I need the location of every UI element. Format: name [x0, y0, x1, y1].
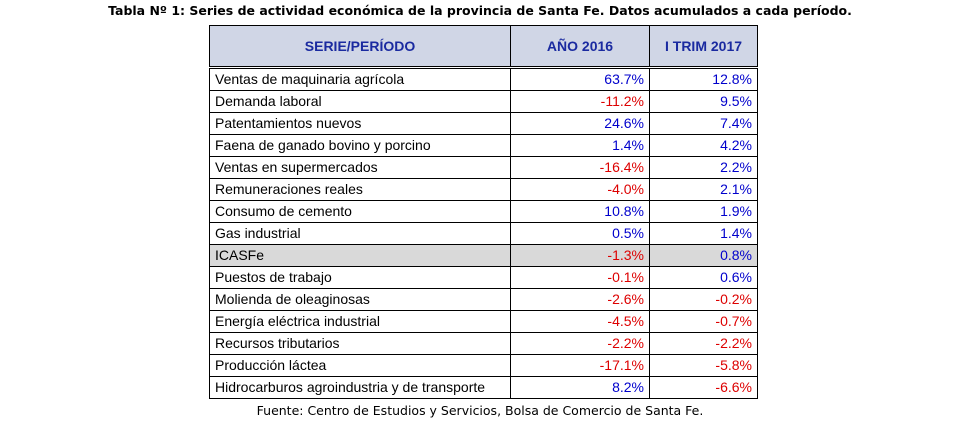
table-row: Puestos de trabajo -0.1% 0.6% [209, 266, 758, 289]
table-row: Energía eléctrica industrial -4.5% -0.7% [209, 310, 758, 333]
value-q1-2017-cell: -0.7% [649, 310, 758, 333]
value-2016-cell: -17.1% [510, 354, 650, 377]
value-q1-2017-cell: 1.4% [649, 222, 758, 245]
series-name-cell: Patentamientos nuevos [209, 112, 511, 135]
value-q1-2017-cell: 12.8% [649, 67, 758, 91]
value-2016-cell: -0.1% [510, 266, 650, 289]
source-note: Fuente: Centro de Estudios y Servicios, … [256, 403, 704, 418]
value-q1-2017-cell: 2.2% [649, 156, 758, 179]
value-q1-2017-cell: -6.6% [649, 376, 758, 399]
value-2016-cell: -1.3% [510, 244, 650, 267]
value-q1-2017-cell: 9.5% [649, 90, 758, 113]
value-2016-cell: 8.2% [510, 376, 650, 399]
value-2016-cell: 63.7% [510, 67, 650, 91]
series-name-cell: Energía eléctrica industrial [209, 310, 511, 333]
table-row: ICASFe -1.3% 0.8% [209, 244, 758, 267]
series-name-cell: Hidrocarburos agroindustria y de transpo… [209, 376, 511, 399]
table-row: Faena de ganado bovino y porcino 1.4% 4.2% [209, 134, 758, 157]
series-name-cell: Molienda de oleaginosas [209, 288, 511, 311]
table-row: Producción láctea -17.1% -5.8% [209, 354, 758, 377]
table-row: Molienda de oleaginosas -2.6% -0.2% [209, 288, 758, 311]
table-caption: Tabla Nº 1: Series de actividad económic… [108, 3, 852, 18]
value-q1-2017-cell: 7.4% [649, 112, 758, 135]
table-row: Ventas de maquinaria agrícola 63.7% 12.8% [209, 67, 758, 91]
value-2016-cell: 10.8% [510, 200, 650, 223]
value-2016-cell: 0.5% [510, 222, 650, 245]
column-header-year-2016: AÑO 2016 [510, 25, 650, 68]
value-2016-cell: 24.6% [510, 112, 650, 135]
activity-series-table: SERIE/PERÍODO AÑO 2016 I TRIM 2017 Venta… [209, 25, 758, 399]
value-2016-cell: -11.2% [510, 90, 650, 113]
series-name-cell: Remuneraciones reales [209, 178, 511, 201]
table-header-row: SERIE/PERÍODO AÑO 2016 I TRIM 2017 [209, 25, 758, 68]
value-q1-2017-cell: 0.6% [649, 266, 758, 289]
value-q1-2017-cell: -0.2% [649, 288, 758, 311]
value-q1-2017-cell: 4.2% [649, 134, 758, 157]
table-row: Consumo de cemento 10.8% 1.9% [209, 200, 758, 223]
table-row: Remuneraciones reales -4.0% 2.1% [209, 178, 758, 201]
value-q1-2017-cell: 2.1% [649, 178, 758, 201]
table-row: Ventas en supermercados -16.4% 2.2% [209, 156, 758, 179]
value-2016-cell: -4.0% [510, 178, 650, 201]
column-header-q1-2017: I TRIM 2017 [649, 25, 758, 68]
value-2016-cell: -16.4% [510, 156, 650, 179]
series-name-cell: Puestos de trabajo [209, 266, 511, 289]
series-name-cell: Ventas de maquinaria agrícola [209, 67, 511, 91]
column-header-series: SERIE/PERÍODO [209, 25, 511, 68]
table-row: Patentamientos nuevos 24.6% 7.4% [209, 112, 758, 135]
series-name-cell: Consumo de cemento [209, 200, 511, 223]
series-name-cell: ICASFe [209, 244, 511, 267]
value-q1-2017-cell: 0.8% [649, 244, 758, 267]
value-q1-2017-cell: 1.9% [649, 200, 758, 223]
value-2016-cell: 1.4% [510, 134, 650, 157]
table-row: Hidrocarburos agroindustria y de transpo… [209, 376, 758, 399]
series-name-cell: Producción láctea [209, 354, 511, 377]
table-row: Gas industrial 0.5% 1.4% [209, 222, 758, 245]
value-q1-2017-cell: -2.2% [649, 332, 758, 355]
value-2016-cell: -4.5% [510, 310, 650, 333]
table-body: Ventas de maquinaria agrícola 63.7% 12.8% D… [209, 67, 758, 399]
series-name-cell: Recursos tributarios [209, 332, 511, 355]
series-name-cell: Ventas en supermercados [209, 156, 511, 179]
series-name-cell: Gas industrial [209, 222, 511, 245]
series-name-cell: Faena de ganado bovino y porcino [209, 134, 511, 157]
value-2016-cell: -2.6% [510, 288, 650, 311]
table-row: Demanda laboral -11.2% 9.5% [209, 90, 758, 113]
table-row: Recursos tributarios -2.2% -2.2% [209, 332, 758, 355]
series-name-cell: Demanda laboral [209, 90, 511, 113]
value-q1-2017-cell: -5.8% [649, 354, 758, 377]
value-2016-cell: -2.2% [510, 332, 650, 355]
